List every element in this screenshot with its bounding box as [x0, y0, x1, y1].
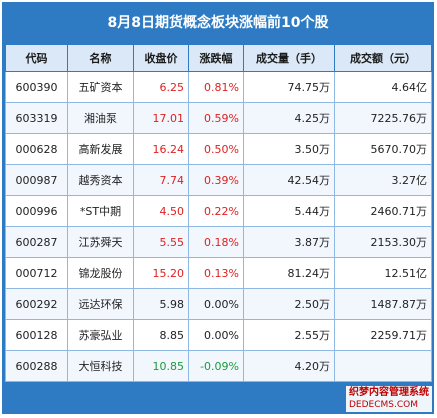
cell-name: 远达环保: [67, 288, 134, 320]
cell-code: 600287: [5, 226, 68, 258]
stock-table: 代码 名称 收盘价 涨跌幅 成交量（手） 成交额（元） 600390 五矿资本 6.…: [5, 44, 432, 382]
table-panel: 8月8日期货概念板块涨幅前10个股 代码 名称 收盘价 涨跌幅 成交量（手） 成…: [2, 2, 434, 414]
cell-close: 5.98: [133, 288, 189, 320]
table-row: 000996 *ST中期 4.50 0.22% 5.44万 2460.71万: [5, 195, 432, 227]
cell-volume: 3.50万: [243, 133, 335, 165]
cell-volume: 4.25万: [243, 102, 335, 134]
cell-volume: 2.55万: [243, 319, 335, 351]
table-row: 600292 远达环保 5.98 0.00% 2.50万 1487.87万: [5, 288, 432, 320]
cell-amount: 3.27亿: [334, 164, 432, 196]
cell-amount: 4.64亿: [334, 71, 432, 103]
watermark-line1: 织梦内容管理系统: [349, 387, 429, 398]
cell-close: 4.50: [133, 195, 189, 227]
cell-change: 0.00%: [188, 288, 244, 320]
cell-change: -0.09%: [188, 350, 244, 382]
header-row: 代码 名称 收盘价 涨跌幅 成交量（手） 成交额（元）: [5, 44, 432, 72]
table-row: 600287 江苏舜天 5.55 0.18% 3.87万 2153.30万: [5, 226, 432, 258]
cell-code: 603319: [5, 102, 68, 134]
cell-amount: [334, 350, 432, 382]
col-header-change: 涨跌幅: [188, 44, 244, 72]
table-row: 603319 湘油泵 17.01 0.59% 4.25万 7225.76万: [5, 102, 432, 134]
cell-code: 600288: [5, 350, 68, 382]
cell-close: 10.85: [133, 350, 189, 382]
watermark: 织梦内容管理系统 DEDECMS.COM: [346, 386, 432, 412]
cell-change: 0.81%: [188, 71, 244, 103]
cell-code: 000987: [5, 164, 68, 196]
cell-name: 高新发展: [67, 133, 134, 165]
table-row: 600128 苏豪弘业 8.85 0.00% 2.55万 2259.71万: [5, 319, 432, 351]
table-title: 8月8日期货概念板块涨幅前10个股: [107, 15, 329, 31]
cell-volume: 74.75万: [243, 71, 335, 103]
cell-name: 锦龙股份: [67, 257, 134, 289]
cell-volume: 42.54万: [243, 164, 335, 196]
table-row: 600288 大恒科技 10.85 -0.09% 4.20万: [5, 350, 432, 382]
table-row: 000987 越秀资本 7.74 0.39% 42.54万 3.27亿: [5, 164, 432, 196]
cell-amount: 5670.70万: [334, 133, 432, 165]
cell-name: *ST中期: [67, 195, 134, 227]
cell-change: 0.18%: [188, 226, 244, 258]
cell-close: 16.24: [133, 133, 189, 165]
cell-change: 0.00%: [188, 319, 244, 351]
cell-name: 苏豪弘业: [67, 319, 134, 351]
cell-name: 大恒科技: [67, 350, 134, 382]
cell-code: 600390: [5, 71, 68, 103]
cell-volume: 5.44万: [243, 195, 335, 227]
table-row: 600390 五矿资本 6.25 0.81% 74.75万 4.64亿: [5, 71, 432, 103]
col-header-close: 收盘价: [133, 44, 189, 72]
cell-code: 000996: [5, 195, 68, 227]
cell-change: 0.59%: [188, 102, 244, 134]
cell-volume: 3.87万: [243, 226, 335, 258]
cell-change: 0.22%: [188, 195, 244, 227]
cell-amount: 12.51亿: [334, 257, 432, 289]
cell-name: 五矿资本: [67, 71, 134, 103]
cell-amount: 7225.76万: [334, 102, 432, 134]
cell-close: 6.25: [133, 71, 189, 103]
col-header-volume: 成交量（手）: [243, 44, 335, 72]
cell-amount: 2259.71万: [334, 319, 432, 351]
col-header-amount: 成交额（元）: [334, 44, 432, 72]
cell-code: 600292: [5, 288, 68, 320]
cell-code: 600128: [5, 319, 68, 351]
cell-volume: 4.20万: [243, 350, 335, 382]
cell-code: 000628: [5, 133, 68, 165]
cell-close: 8.85: [133, 319, 189, 351]
table-row: 000712 锦龙股份 15.20 0.13% 81.24万 12.51亿: [5, 257, 432, 289]
cell-amount: 1487.87万: [334, 288, 432, 320]
cell-close: 5.55: [133, 226, 189, 258]
table-row: 000628 高新发展 16.24 0.50% 3.50万 5670.70万: [5, 133, 432, 165]
cell-name: 江苏舜天: [67, 226, 134, 258]
cell-change: 0.50%: [188, 133, 244, 165]
cell-close: 15.20: [133, 257, 189, 289]
cell-amount: 2153.30万: [334, 226, 432, 258]
cell-name: 越秀资本: [67, 164, 134, 196]
cell-close: 7.74: [133, 164, 189, 196]
cell-volume: 2.50万: [243, 288, 335, 320]
cell-change: 0.13%: [188, 257, 244, 289]
cell-close: 17.01: [133, 102, 189, 134]
cell-volume: 81.24万: [243, 257, 335, 289]
watermark-line2: DEDECMS.COM: [349, 400, 418, 410]
cell-amount: 2460.71万: [334, 195, 432, 227]
cell-change: 0.39%: [188, 164, 244, 196]
cell-name: 湘油泵: [67, 102, 134, 134]
col-header-code: 代码: [5, 44, 68, 72]
cell-code: 000712: [5, 257, 68, 289]
col-header-name: 名称: [67, 44, 134, 72]
